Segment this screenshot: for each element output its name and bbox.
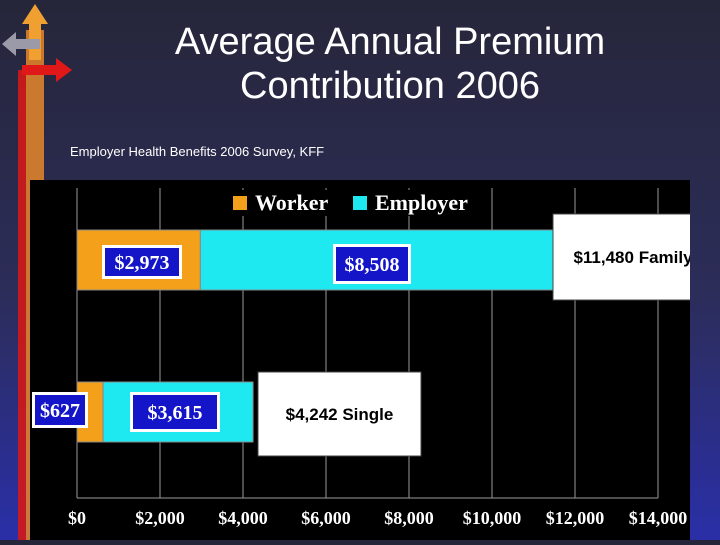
legend-swatch-worker (233, 196, 247, 210)
data-label-worker-single: $627 (40, 400, 80, 422)
data-label-worker-family-box (105, 248, 179, 276)
x-tick-label: $10,000 (463, 508, 522, 528)
left-arrow-icon (2, 32, 40, 56)
slide-title: Average Annual Premium Contribution 2006 (90, 20, 690, 108)
title-line-2: Contribution 2006 (240, 65, 540, 107)
data-label-employer-family-box (336, 247, 408, 281)
x-tick-label: $8,000 (384, 508, 434, 528)
up-arrow-icon (22, 4, 48, 60)
x-tick-label: $4,000 (218, 508, 268, 528)
red-bar (18, 70, 26, 540)
title-line-1: Average Annual Premium (174, 21, 606, 63)
data-label-worker-family: $2,973 (115, 252, 170, 274)
total-family-callout: $11,480 Family (573, 248, 690, 267)
x-tick-label: $14,000 (629, 508, 688, 528)
legend-swatch-employer (353, 196, 367, 210)
chart-area: $0 $2,000 $4,000 $6,000 $8,000 $10,000 $12,000… (30, 180, 714, 540)
legend-label-employer: Employer (375, 190, 468, 215)
legend-label-worker: Worker (255, 190, 329, 215)
data-label-employer-single: $3,615 (148, 402, 203, 424)
data-label-worker-single-box (35, 395, 85, 425)
stacked-bar-chart: $0 $2,000 $4,000 $6,000 $8,000 $10,000 $12,000… (32, 188, 714, 528)
data-label-employer-family: $8,508 (345, 254, 400, 276)
x-tick-label: $6,000 (301, 508, 351, 528)
total-family-callout-box (552, 213, 714, 301)
total-single-callout-box (257, 371, 422, 457)
total-single-callout: $4,242 Single (286, 405, 394, 424)
x-tick-label: $12,000 (546, 508, 605, 528)
source-note: Employer Health Benefits 2006 Survey, KF… (70, 144, 325, 159)
data-label-employer-single-box (133, 395, 217, 429)
x-tick-label: $0 (68, 508, 86, 528)
x-tick-label: $2,000 (135, 508, 185, 528)
right-arrow-icon (22, 58, 72, 82)
